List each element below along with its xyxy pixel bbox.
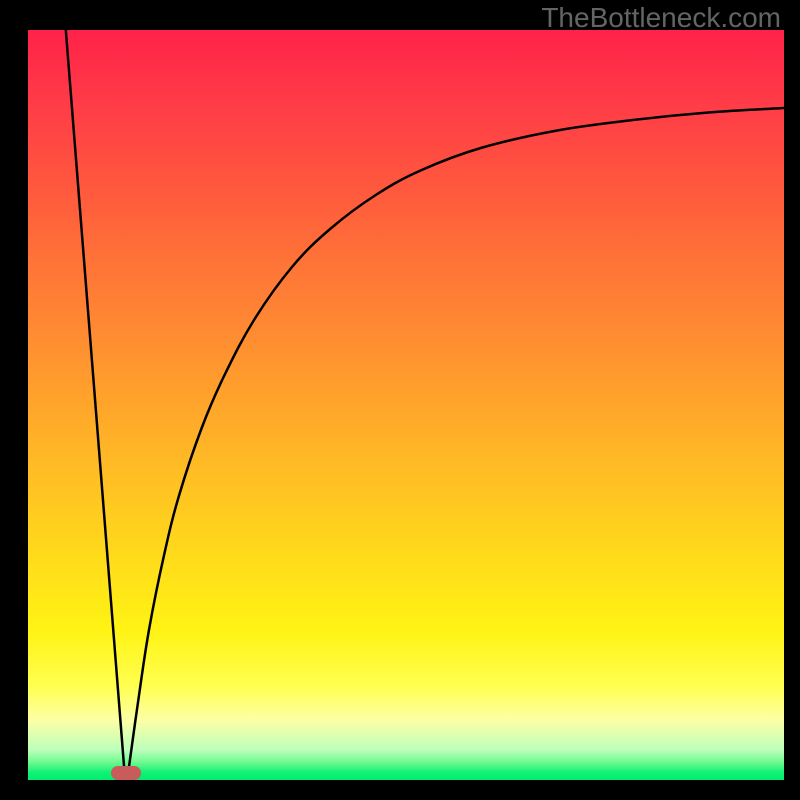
optimal-point-marker bbox=[111, 766, 141, 780]
line-curves bbox=[28, 30, 784, 780]
plot-area bbox=[28, 30, 784, 780]
chart-frame: TheBottleneck.com bbox=[0, 0, 800, 800]
series-right_curve bbox=[128, 108, 784, 776]
series-left_line bbox=[66, 30, 125, 776]
watermark-text: TheBottleneck.com bbox=[541, 2, 781, 34]
